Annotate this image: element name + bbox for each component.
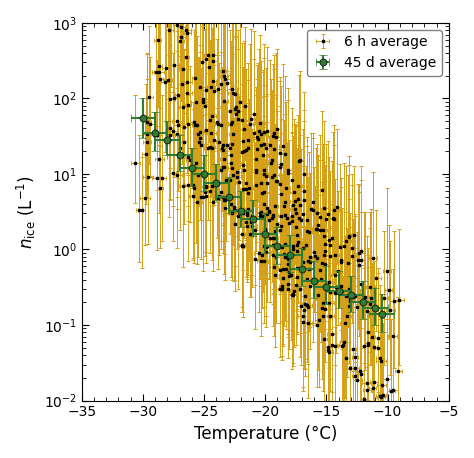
X-axis label: Temperature (°C): Temperature (°C) bbox=[193, 425, 337, 443]
Y-axis label: $n_\mathrm{ice}$ (L$^{-1}$): $n_\mathrm{ice}$ (L$^{-1}$) bbox=[15, 175, 38, 249]
Legend: 6 h average, 45 d average: 6 h average, 45 d average bbox=[307, 30, 442, 76]
